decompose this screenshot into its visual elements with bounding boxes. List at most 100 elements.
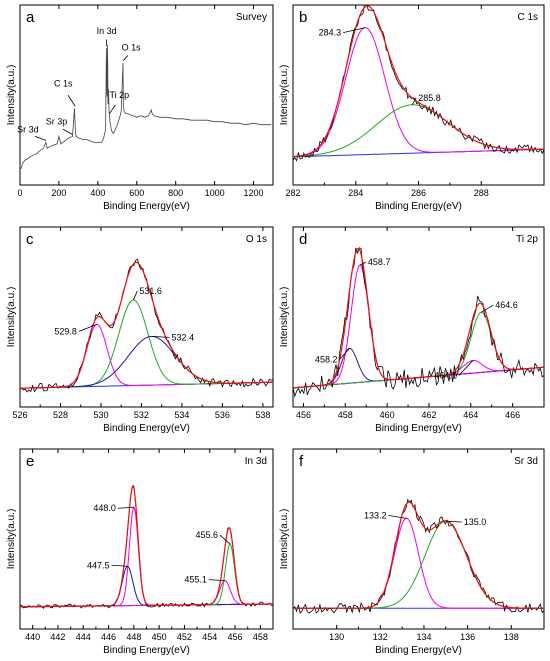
peak-label-pointer bbox=[78, 324, 98, 332]
peak-label-pointer bbox=[117, 506, 134, 509]
x-tick-label: 200 bbox=[51, 188, 66, 198]
y-axis-label: Intensity(a.u.) bbox=[6, 65, 17, 126]
peak-label-pointer bbox=[388, 514, 407, 519]
panel-letter: d bbox=[299, 231, 307, 248]
x-tick-label: 1200 bbox=[244, 188, 264, 198]
x-tick-label: 538 bbox=[255, 410, 270, 420]
x-axis-ticks: 282 284 286 288 bbox=[285, 5, 489, 198]
xps-panel-e: 440 442 444 446 448 450 452 454 456 458 Binding En… bbox=[6, 448, 274, 656]
x-axis-label: Binding Energy(eV) bbox=[103, 201, 190, 212]
x-tick-label: 456 bbox=[228, 632, 243, 642]
x-tick-label: 282 bbox=[285, 188, 300, 198]
panel-title: Survey bbox=[236, 12, 267, 23]
x-tick-label: 450 bbox=[152, 632, 167, 642]
peak-label: 455.1 bbox=[184, 575, 207, 585]
x-axis-label: Binding Energy(eV) bbox=[375, 645, 462, 656]
x-tick-label: 134 bbox=[416, 632, 431, 642]
x-tick-label: 526 bbox=[12, 410, 27, 420]
peak-label: 447.5 bbox=[87, 560, 110, 570]
x-tick-label: 460 bbox=[380, 410, 395, 420]
peak-label-pointer bbox=[219, 534, 231, 545]
peak-label: 458.2 bbox=[315, 354, 338, 364]
panel-title: Ti 2p bbox=[516, 234, 538, 245]
peak-label-pointer bbox=[458, 360, 474, 376]
annotation-pointer bbox=[108, 104, 116, 115]
x-tick-label: 462 bbox=[421, 410, 436, 420]
component-peak-line bbox=[293, 264, 544, 389]
x-tick-label: 0 bbox=[17, 188, 22, 198]
survey-spectrum-line bbox=[20, 44, 272, 170]
peak-label-pointer bbox=[481, 304, 494, 313]
plot-area bbox=[293, 247, 544, 398]
x-tick-label: 130 bbox=[329, 632, 344, 642]
peak-annotation: C 1s bbox=[54, 78, 73, 88]
plot-frame bbox=[19, 4, 274, 186]
x-tick-label: 132 bbox=[373, 632, 388, 642]
annotation-pointer bbox=[34, 136, 47, 141]
fitted-envelope-line bbox=[293, 5, 544, 157]
x-tick-label: 528 bbox=[53, 410, 68, 420]
x-axis-label: Binding Energy(eV) bbox=[103, 645, 190, 656]
x-tick-label: 458 bbox=[253, 632, 268, 642]
peak-label: 133.2 bbox=[364, 510, 387, 520]
plot-frame bbox=[292, 448, 545, 630]
fitted-envelope-line bbox=[293, 501, 544, 609]
x-tick-label: 536 bbox=[215, 410, 230, 420]
x-axis-label: Binding Energy(eV) bbox=[103, 423, 190, 434]
x-tick-label: 452 bbox=[177, 632, 192, 642]
panel-letter: f bbox=[299, 453, 304, 470]
annotation-pointer bbox=[67, 95, 76, 107]
peak-label-pointer bbox=[411, 97, 417, 105]
xps-panel-b: 282 284 286 288 Binding Energy(eV) Intensity(… bbox=[279, 4, 545, 212]
component-peak-line bbox=[293, 359, 544, 389]
panel-title: In 3d bbox=[245, 456, 267, 467]
fitted-envelope-line bbox=[20, 484, 273, 608]
xps-panel-f: 130 132 134 136 138 Binding Energy(eV) Intensi… bbox=[279, 448, 545, 656]
y-axis-label: Intensity(a.u.) bbox=[6, 287, 17, 348]
raw-spectrum-line bbox=[20, 258, 273, 393]
plot-frame bbox=[19, 448, 274, 630]
raw-spectrum-line bbox=[293, 498, 544, 614]
panel-letter: e bbox=[26, 453, 34, 470]
x-tick-label: 446 bbox=[101, 632, 116, 642]
plot-area bbox=[293, 498, 544, 614]
component-peak-line bbox=[20, 335, 273, 389]
peak-label: 448.0 bbox=[93, 503, 116, 513]
plot-area bbox=[20, 258, 273, 393]
panel-title: Sr 3d bbox=[514, 456, 538, 467]
peak-annotation: Sr 3d bbox=[17, 124, 39, 134]
peak-label-pointer bbox=[208, 579, 225, 582]
annotation-pointer bbox=[122, 55, 129, 61]
annotation-pointer bbox=[62, 128, 73, 135]
xps-panel-c: 526 528 530 532 534 536 538 Binding Energy(eV) I… bbox=[6, 226, 274, 434]
x-axis-ticks: 456 458 460 462 464 466 bbox=[296, 227, 520, 420]
x-axis-ticks: 0 200 400 600 800 1000 1200 bbox=[17, 5, 264, 198]
raw-spectrum-line bbox=[293, 5, 544, 162]
x-axis-label: Binding Energy(eV) bbox=[375, 201, 462, 212]
plot-frame bbox=[292, 226, 545, 408]
x-tick-label: 284 bbox=[348, 188, 363, 198]
component-peak-line bbox=[20, 299, 273, 389]
x-tick-label: 464 bbox=[463, 410, 478, 420]
peak-label: 458.7 bbox=[368, 257, 391, 267]
x-axis-label: Binding Energy(eV) bbox=[375, 423, 462, 434]
peak-annotation: O 1s bbox=[122, 43, 142, 53]
xps-panel-a: 0 200 400 600 800 1000 1200 Binding Energy(eV) I… bbox=[6, 4, 274, 212]
raw-spectrum-line bbox=[293, 247, 544, 398]
peak-label: 135.0 bbox=[464, 517, 487, 527]
plot-frame bbox=[19, 226, 274, 408]
panel-letter: b bbox=[299, 9, 307, 26]
y-axis-label: Intensity(a.u.) bbox=[279, 65, 290, 126]
panel-letter: c bbox=[26, 231, 34, 248]
peak-label: 455.6 bbox=[195, 530, 218, 540]
x-tick-label: 534 bbox=[174, 410, 189, 420]
panel-title: O 1s bbox=[246, 234, 267, 245]
y-axis-label: Intensity(a.u.) bbox=[279, 509, 290, 570]
plot-area bbox=[20, 44, 272, 170]
peak-label-pointer bbox=[343, 27, 366, 33]
peak-label-pointer bbox=[339, 348, 350, 360]
x-tick-label: 454 bbox=[202, 632, 217, 642]
component-peak-line bbox=[293, 311, 544, 389]
peak-annotation: Sr 3p bbox=[46, 116, 68, 126]
